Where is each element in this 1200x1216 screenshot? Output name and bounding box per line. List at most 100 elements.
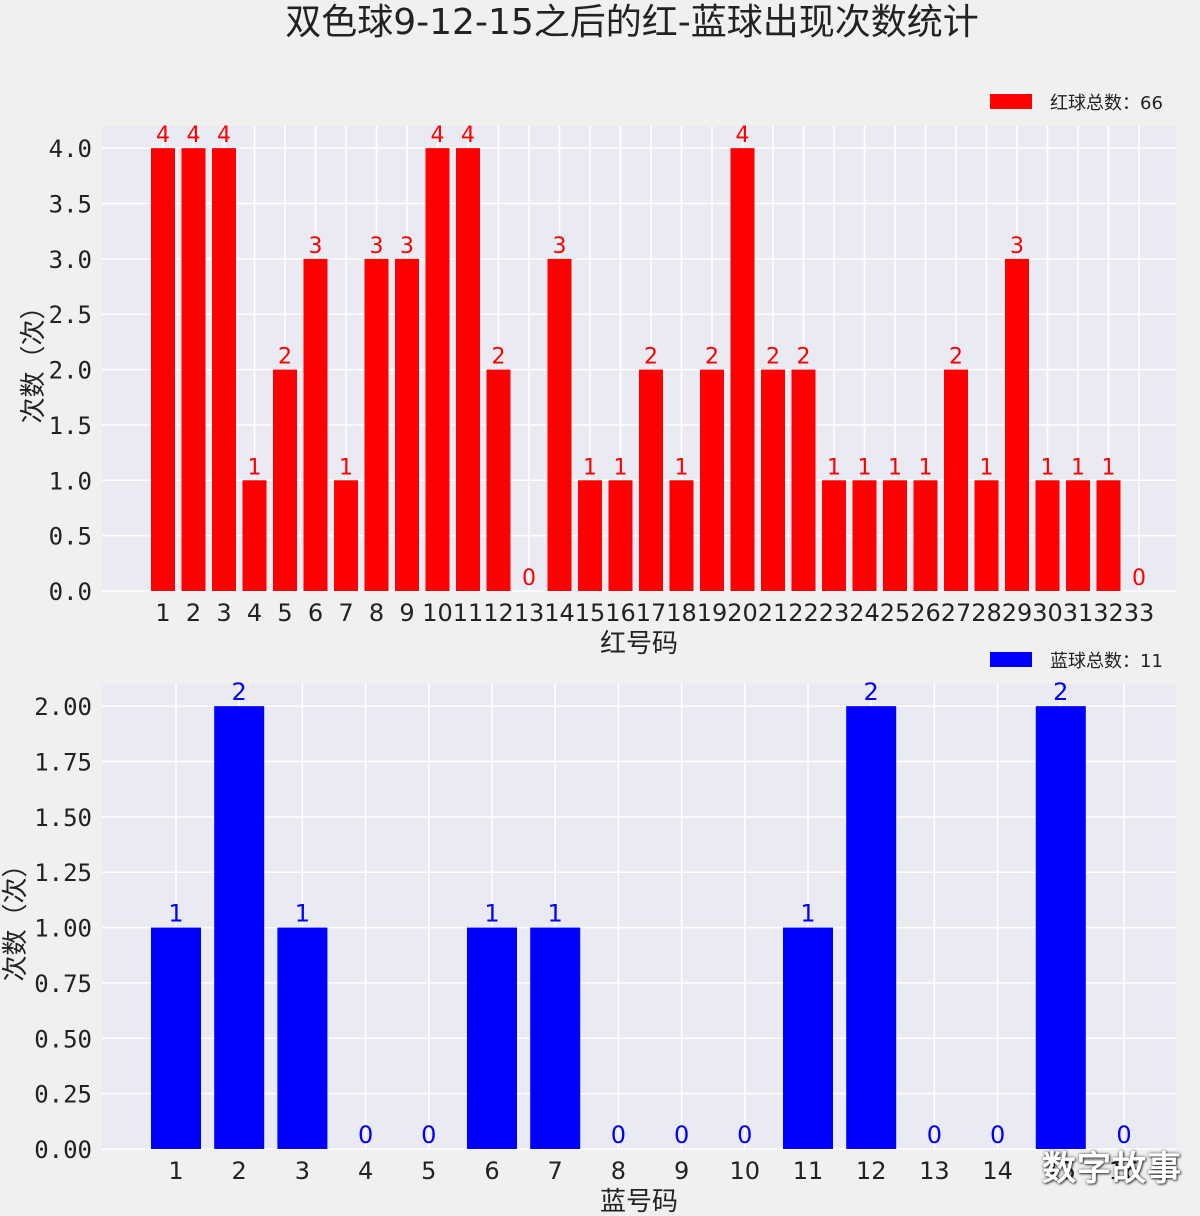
red-bar	[700, 369, 724, 591]
blue-x-tick-label: 16	[1109, 1157, 1140, 1185]
blue-bar-value-label: 1	[168, 900, 183, 928]
blue-bar-value-label: 0	[611, 1121, 626, 1149]
red-bar	[212, 148, 236, 591]
red-bar-value-label: 4	[156, 123, 170, 148]
red-bar	[273, 369, 297, 591]
red-bar	[425, 148, 450, 591]
red-bar	[334, 480, 358, 591]
blue-bar-value-label: 0	[421, 1121, 436, 1149]
red-bar-value-label: 2	[705, 345, 719, 370]
blue-y-axis-label: 次数（次）	[1, 851, 31, 981]
chart-title: 双色球9-12-15之后的红-蓝球出现次数统计	[285, 2, 979, 43]
blue-y-tick-label: 1.00	[34, 915, 92, 943]
blue-y-tick-label: 1.25	[34, 859, 92, 887]
red-bar	[730, 148, 755, 591]
red-bar	[1066, 480, 1090, 591]
red-bar-value-label: 4	[217, 123, 231, 148]
red-y-tick-label: 3.0	[49, 246, 92, 274]
red-bar-value-label: 1	[858, 455, 872, 480]
blue-y-tick-label: 1.50	[34, 804, 92, 832]
blue-y-tick-label: 0.00	[34, 1136, 92, 1164]
red-bar	[608, 480, 633, 591]
red-x-axis-label: 红号码	[600, 629, 678, 659]
red-x-tick-label: 5	[277, 599, 292, 627]
red-bar	[1096, 480, 1121, 591]
red-x-tick-label: 15	[575, 599, 606, 627]
blue-bar	[783, 927, 833, 1149]
red-y-tick-label: 4.0	[49, 135, 92, 163]
red-bar-value-label: 0	[522, 566, 536, 591]
red-x-tick-label: 3	[216, 599, 231, 627]
blue-bar-value-label: 2	[864, 678, 879, 706]
red-bar-value-label: 1	[888, 455, 902, 480]
blue-bar	[530, 927, 581, 1149]
red-bar	[242, 480, 267, 591]
red-x-tick-label: 20	[727, 599, 758, 627]
red-y-tick-label: 3.5	[49, 191, 92, 219]
red-bar-value-label: 1	[614, 455, 628, 480]
blue-x-tick-label: 11	[793, 1157, 824, 1185]
red-x-tick-label: 10	[422, 599, 453, 627]
red-y-tick-label: 1.0	[49, 467, 92, 495]
red-bar-value-label: 3	[309, 234, 323, 259]
blue-x-tick-label: 3	[295, 1157, 310, 1185]
red-legend-swatch	[990, 94, 1032, 109]
blue-bar-value-label: 1	[484, 900, 499, 928]
red-bar	[974, 480, 999, 591]
blue-bar	[846, 706, 897, 1149]
red-bar	[364, 258, 389, 591]
red-bar	[761, 369, 785, 591]
red-x-tick-label: 11	[453, 599, 484, 627]
red-bar-value-label: 2	[492, 345, 506, 370]
blue-x-tick-label: 13	[919, 1157, 950, 1185]
blue-bar-value-label: 1	[295, 900, 310, 928]
red-bar-value-label: 1	[583, 455, 597, 480]
red-x-tick-label: 2	[186, 599, 201, 627]
blue-bar-value-label: 1	[800, 900, 815, 928]
red-bar	[883, 480, 907, 591]
red-bar	[181, 148, 206, 591]
red-x-tick-label: 1	[155, 599, 170, 627]
red-x-tick-label: 23	[819, 599, 850, 627]
red-x-tick-label: 32	[1093, 599, 1124, 627]
red-bar-value-label: 1	[980, 455, 994, 480]
red-bar	[944, 369, 968, 591]
red-bar-value-label: 2	[278, 345, 292, 370]
blue-bar-value-label: 0	[990, 1121, 1005, 1149]
red-y-tick-label: 0.0	[49, 578, 92, 606]
blue-x-tick-label: 12	[856, 1157, 887, 1185]
red-y-axis-label: 次数（次）	[19, 293, 49, 423]
red-bar-value-label: 4	[431, 123, 445, 148]
blue-bar-value-label: 2	[1053, 678, 1068, 706]
red-x-tick-label: 16	[605, 599, 636, 627]
red-x-tick-label: 7	[338, 599, 353, 627]
red-y-tick-label: 1.5	[49, 412, 92, 440]
red-bar-value-label: 4	[187, 123, 201, 148]
red-x-tick-label: 24	[849, 599, 880, 627]
red-bar-value-label: 1	[827, 455, 841, 480]
red-bar-value-label: 2	[797, 345, 811, 370]
blue-y-tick-label: 2.00	[34, 693, 92, 721]
red-x-tick-label: 33	[1124, 599, 1155, 627]
red-bar-value-label: 1	[1102, 455, 1116, 480]
blue-bar	[1035, 706, 1086, 1149]
red-x-tick-label: 9	[399, 599, 414, 627]
red-bar-value-label: 1	[248, 455, 262, 480]
blue-bar	[214, 706, 265, 1149]
red-y-tick-label: 2.0	[49, 357, 92, 385]
red-x-tick-label: 21	[758, 599, 789, 627]
red-y-tick-label: 0.5	[49, 523, 92, 551]
red-x-tick-label: 4	[247, 599, 262, 627]
red-x-tick-label: 25	[880, 599, 911, 627]
red-bar	[303, 258, 328, 591]
red-bar-value-label: 2	[766, 345, 780, 370]
red-bar-value-label: 1	[339, 455, 353, 480]
red-bar-value-label: 3	[400, 234, 414, 259]
red-x-tick-label: 18	[666, 599, 697, 627]
red-bar	[669, 480, 694, 591]
red-x-tick-label: 12	[483, 599, 514, 627]
red-bar	[791, 369, 816, 591]
red-bar-value-label: 3	[1010, 234, 1024, 259]
watermark: 数字故事	[1042, 1149, 1182, 1189]
